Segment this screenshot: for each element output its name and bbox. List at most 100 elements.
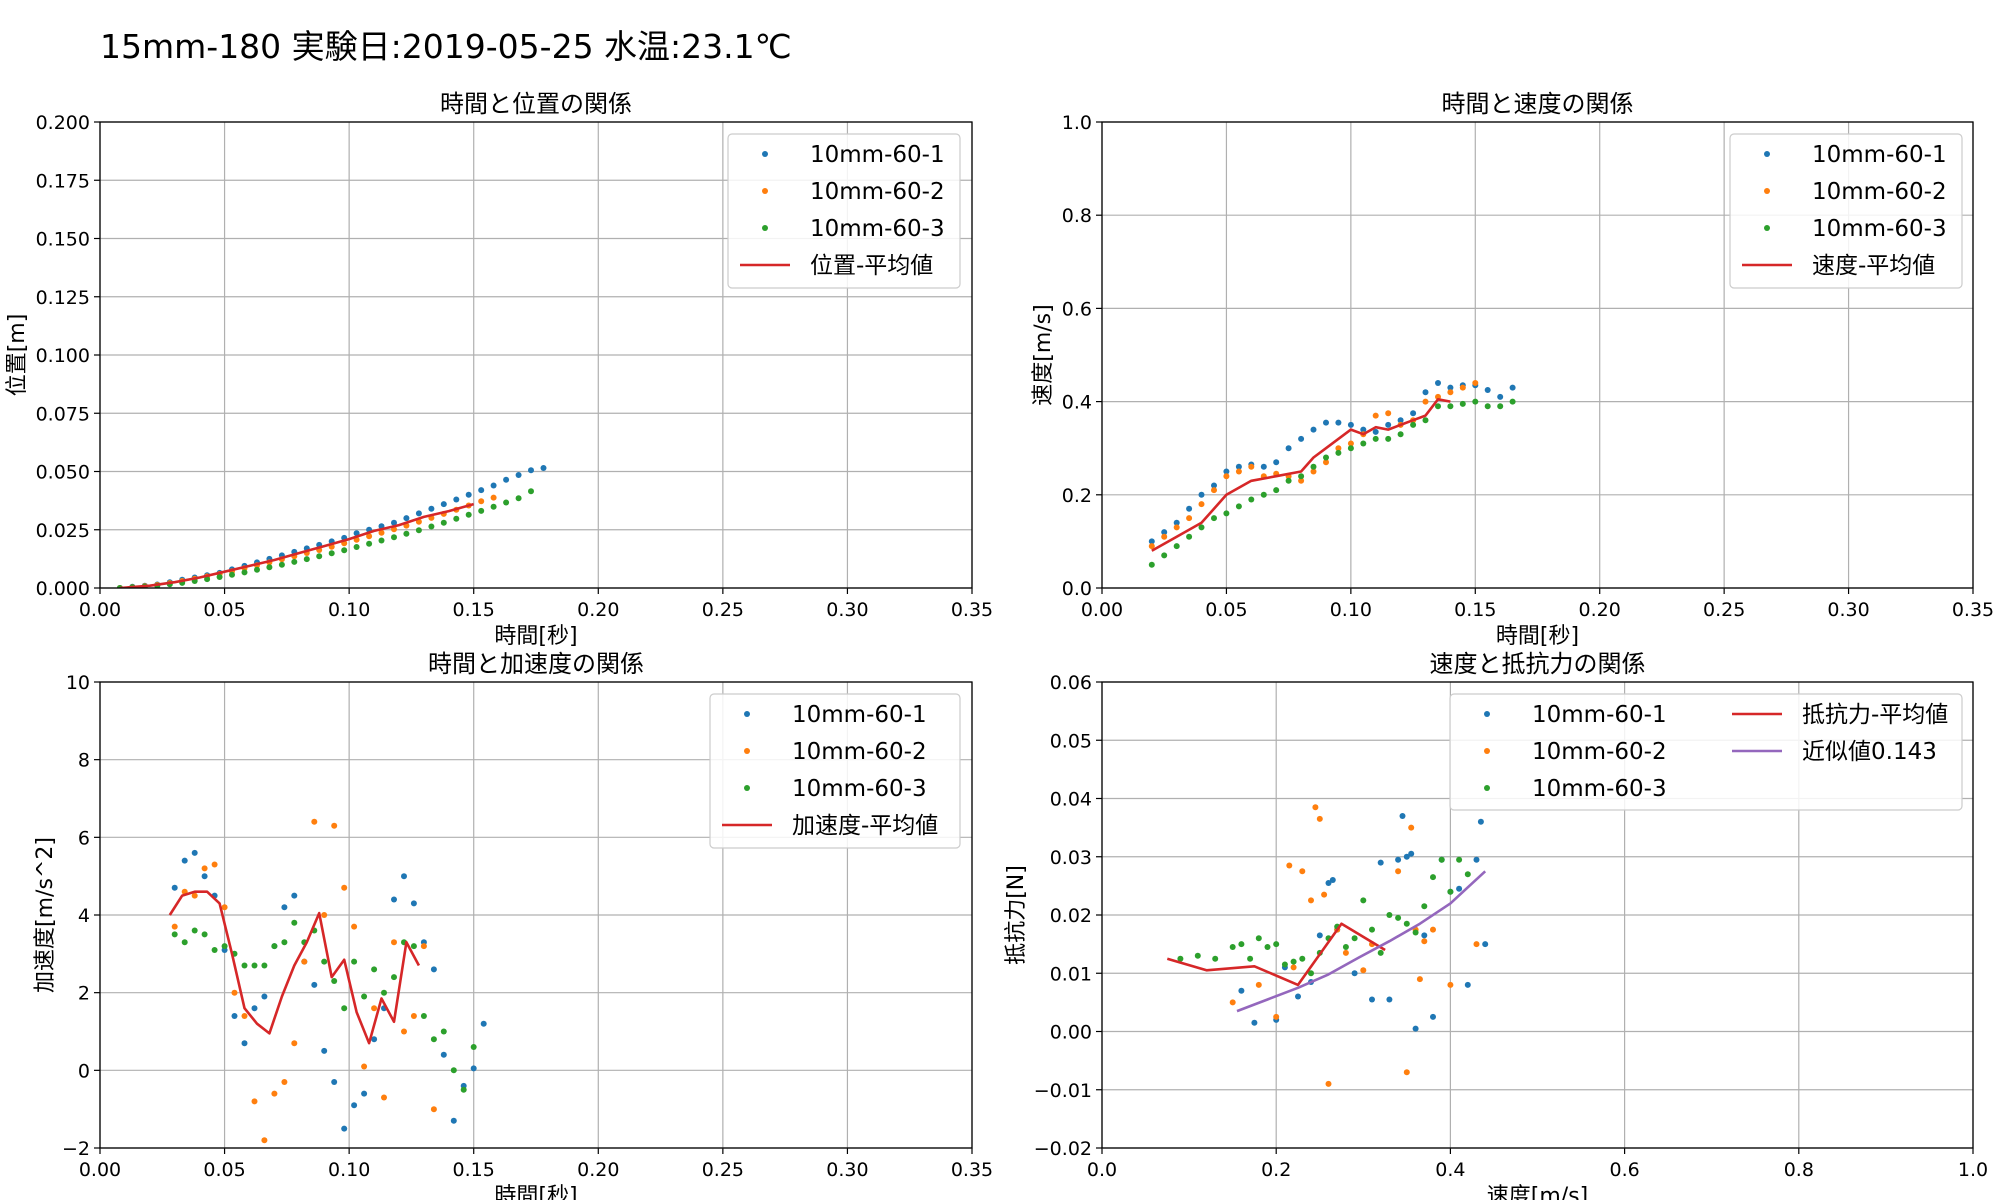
- series-1-point: [1323, 419, 1329, 426]
- series-2-point: [430, 1106, 437, 1113]
- series-3-point: [1377, 949, 1384, 956]
- series-2-point: [251, 1098, 258, 1105]
- series-2-point: [401, 1028, 407, 1035]
- plots-container: 0.00 0.05 0.10 0.15 0.20 0.25 0.30 0.350.0000.0…: [5, 90, 1994, 1200]
- series-2-point: [1408, 824, 1415, 831]
- series-1-point: [1372, 428, 1379, 435]
- legend-entry-label: 10mm-60-2: [810, 179, 945, 205]
- series-1-point: [470, 1065, 477, 1072]
- series-3-point: [328, 550, 335, 557]
- legend-dot-marker: [762, 151, 768, 157]
- axes-frame: [1101, 681, 1974, 1149]
- series-1-point: [331, 1079, 338, 1085]
- y-tick-label: 0.6: [1062, 298, 1092, 320]
- legend-entry-label: 近似値0.143: [1802, 739, 1937, 765]
- series-1-point: [1316, 932, 1323, 939]
- series-1-point: [430, 966, 437, 973]
- legend-entry-label: 10mm-60-3: [1532, 776, 1667, 802]
- series-3-point: [428, 523, 435, 530]
- series-1-point: [1473, 856, 1480, 863]
- series-3-point: [1229, 944, 1236, 950]
- chart-title: 時間と加速度の関係: [428, 650, 644, 678]
- chart-4: 0.0 0.2 0.4 0.6 0.8 1.0 −0.02 −0.01 0.00 0.01 0.02…: [1004, 650, 1988, 1200]
- series-1-point: [1421, 932, 1428, 939]
- series-2-point: [1186, 515, 1193, 522]
- series-1-point: [251, 1005, 258, 1012]
- y-tick-label: 0.000: [36, 578, 90, 600]
- series-1-point: [1412, 1025, 1419, 1032]
- series-3-point: [381, 989, 387, 996]
- series-3-point: [1260, 491, 1267, 498]
- series-2-point: [1299, 868, 1306, 875]
- series-3-point: [1198, 524, 1205, 531]
- x-tick-label: 0.10: [328, 1159, 370, 1181]
- series-3-point: [1397, 431, 1404, 438]
- x-tick-label: 0.30: [826, 1159, 868, 1181]
- legend-entry-label: 加速度-平均値: [792, 813, 938, 839]
- series-line-4: [1151, 397, 1451, 552]
- series-1-point: [415, 510, 422, 517]
- series-2-point: [1335, 445, 1342, 452]
- chart-2: 0.00 0.05 0.10 0.15 0.20 0.25 0.30 0.35 0.0 0.2 0.…: [1031, 90, 1994, 649]
- series-3-point: [171, 931, 178, 938]
- series-2-point: [1308, 897, 1314, 904]
- legend-dot-marker: [1484, 748, 1490, 754]
- series-3-point: [1421, 903, 1428, 910]
- series-3-point: [321, 958, 328, 965]
- x-tick-label: 0.2: [1261, 1159, 1291, 1181]
- series-1-point: [1298, 435, 1305, 442]
- series-1-point: [440, 1051, 447, 1058]
- series-2-point: [1473, 941, 1480, 948]
- series-2-point: [1298, 477, 1305, 484]
- series-3-point: [241, 962, 248, 969]
- series-3-point: [1430, 874, 1436, 881]
- series-3-point: [440, 519, 447, 526]
- series-3-point: [291, 558, 298, 565]
- series-3-point: [1235, 503, 1242, 510]
- series-3-point: [1497, 403, 1504, 410]
- series-3-point: [201, 931, 208, 938]
- series-3-point: [1211, 515, 1217, 522]
- series-2-point: [321, 912, 328, 918]
- legend-dot-marker: [744, 748, 750, 754]
- series-2-point: [331, 822, 338, 829]
- series-3-point: [1412, 929, 1419, 936]
- series-1-point: [1310, 426, 1317, 433]
- series-3-point: [391, 534, 397, 541]
- legend-dot-marker: [744, 785, 750, 791]
- series-1-point: [1148, 538, 1155, 545]
- legend-entry-label: 10mm-60-1: [792, 702, 927, 728]
- series-3-point: [254, 566, 260, 573]
- legend-box: [709, 693, 961, 849]
- series-1-point: [1430, 1013, 1436, 1020]
- series-2-point: [1229, 999, 1236, 1006]
- series-2-point: [311, 818, 318, 825]
- y-tick-label: 0.04: [1050, 789, 1092, 811]
- series-2-point: [1273, 1013, 1280, 1020]
- y-tick-label: 0.03: [1050, 847, 1092, 869]
- series-2-point: [221, 904, 228, 911]
- y-tick-label: 0.075: [36, 403, 90, 425]
- series-3-point: [420, 1013, 427, 1019]
- series-3-point: [1281, 961, 1288, 968]
- legend-entry-label: 10mm-60-1: [1812, 142, 1947, 168]
- series-3-point: [1372, 435, 1379, 442]
- series-2-point: [1372, 412, 1379, 419]
- legend-entry-label: 速度-平均値: [1812, 253, 1935, 279]
- chart-title: 時間と速度の関係: [1442, 90, 1634, 118]
- series-3-point: [1223, 510, 1230, 517]
- series-3-point: [403, 530, 410, 537]
- axes-frame: [99, 121, 973, 589]
- chart-title: 速度と抵抗力の関係: [1430, 650, 1646, 678]
- series-1-point: [1186, 505, 1193, 512]
- x-tick-label: 0.00: [1081, 599, 1123, 621]
- series-2-point: [1198, 501, 1205, 508]
- series-1-point: [241, 1040, 248, 1047]
- series-1-point: [321, 1047, 328, 1054]
- series-3-point: [291, 919, 298, 926]
- x-tick-label: 0.20: [577, 1159, 619, 1181]
- series-1-point: [171, 884, 178, 891]
- series-3-point: [251, 962, 258, 969]
- series-1-point: [1482, 941, 1489, 948]
- series-1-point: [410, 900, 417, 907]
